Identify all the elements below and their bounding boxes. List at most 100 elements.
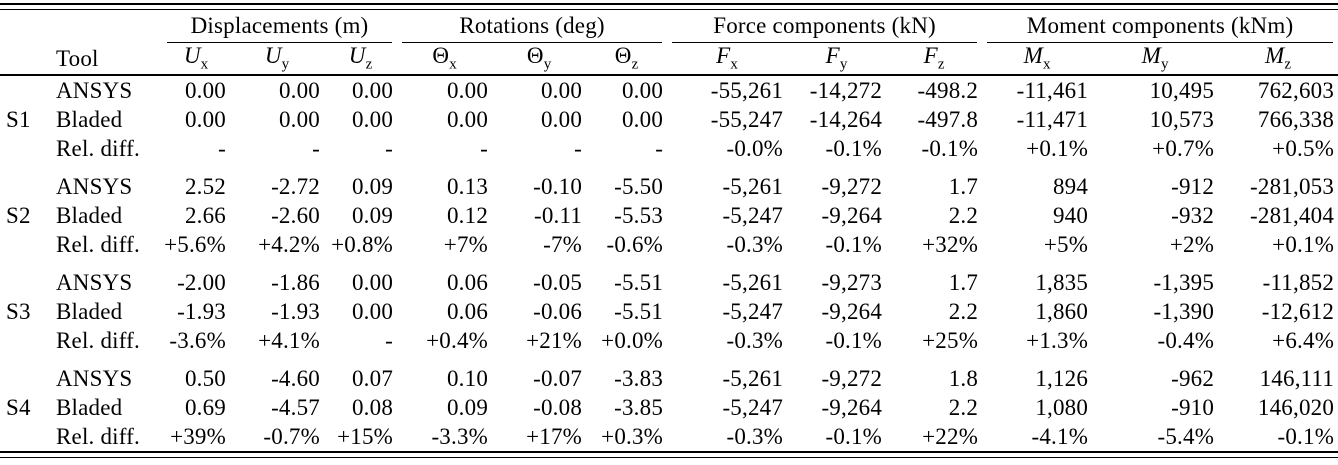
column-group-row: Displacements (m) Rotations (deg) Force co… (0, 10, 1338, 43)
value-cell: 0.12 (446, 202, 489, 228)
value-cell: +15% (337, 423, 394, 449)
value-cell: -12,612 (1261, 298, 1335, 324)
value-cell: 0.00 (540, 106, 583, 132)
value-cell: 0.00 (351, 106, 394, 132)
value-cell: 0.09 (446, 394, 489, 420)
column-symbol: F (825, 43, 840, 69)
value-cell: 2.2 (948, 202, 979, 228)
value-cell: -0.4% (1157, 327, 1215, 353)
tool-cell: ANSYS (56, 269, 133, 295)
table-row: Bladed -1.93 -1.93 0.00 0.06 -0.06 -5.51 -5,247… (0, 297, 1338, 326)
value-cell: -5,261 (722, 365, 784, 391)
value-cell: 1,835 (1035, 269, 1089, 295)
value-cell: -11,852 (1262, 269, 1335, 295)
value-cell: 940 (1052, 202, 1089, 228)
column-symbol: Θ (432, 43, 450, 69)
value-cell: -1.93 (177, 298, 226, 324)
column-header: Θx (397, 43, 493, 76)
value-cell: 766,338 (1257, 106, 1335, 132)
column-subscript: y (839, 56, 848, 73)
value-cell: -0.1% (825, 327, 883, 353)
value-cell: -0.0% (726, 135, 784, 161)
table-row: S2 ANSYS 2.52 -2.72 0.09 0.13 -0.10 -5.50 -5,261… (0, 172, 1338, 228)
value-cell: -7% (543, 231, 583, 257)
value-cell: 0.09 (351, 202, 394, 228)
column-symbol: U (348, 43, 366, 69)
tool-cell: Bladed (56, 202, 123, 228)
value-cell: -498.2 (917, 77, 979, 103)
value-cell: 2.66 (184, 202, 226, 228)
value-cell: -0.06 (533, 298, 583, 324)
value-cell: -5.51 (614, 298, 664, 324)
value-cell: -5.51 (614, 269, 664, 295)
column-header: Uz (324, 43, 398, 76)
value-cell: 0.00 (184, 77, 226, 103)
table-row: S4 ANSYS 0.50 -4.60 0.07 0.10 -0.07 -3.83 -5,261… (0, 364, 1338, 420)
tool-cell: Rel. diff. (56, 327, 140, 353)
column-symbol: U (264, 43, 282, 69)
value-cell: +6.4% (1272, 327, 1335, 353)
value-cell: -5,261 (722, 173, 784, 199)
tool-cell: Rel. diff. (56, 135, 140, 161)
column-group-header: Displacements (m) (162, 10, 397, 43)
table-row: S1 ANSYS 0.00 0.00 0.00 0.00 0.00 0.00 -55,261 -1… (0, 75, 1338, 132)
value-cell: +4.2% (258, 231, 320, 257)
value-cell: 10,495 (1149, 77, 1215, 103)
value-cell: 146,111 (1259, 365, 1335, 391)
tool-cell: Bladed (56, 106, 123, 132)
column-header-row: Tool Ux Uy Uz Θx Θy Θz Fx Fy Fz Mx My Mz (0, 43, 1338, 76)
column-subscript: x (1042, 56, 1051, 73)
block-gap-row (0, 163, 1338, 172)
value-cell: -5,247 (722, 298, 784, 324)
column-group-header: Moment components (kNm) (982, 10, 1338, 43)
value-cell: +39% (170, 423, 226, 449)
value-cell: 0.00 (351, 298, 394, 324)
value-cell: -2.00 (177, 269, 226, 295)
value-cell: -9,264 (821, 202, 883, 228)
column-group-label: Moment components (kNm) (987, 13, 1334, 43)
value-cell: - (385, 135, 394, 161)
value-cell: -9,272 (821, 173, 883, 199)
table-row: Rel. diff. +39% -0.7% +15% -3.3% +17% +0.3% -0.… (0, 422, 1338, 451)
value-cell: -1,395 (1153, 269, 1215, 295)
column-header: Fy (787, 43, 887, 76)
value-cell: -2.60 (271, 202, 320, 228)
value-cell: - (574, 135, 583, 161)
column-group-label: Rotations (deg) (402, 13, 663, 43)
column-symbol: Θ (614, 43, 632, 69)
value-cell: 762,603 (1257, 77, 1335, 103)
column-subscript: z (365, 56, 373, 73)
value-cell: -1,390 (1153, 298, 1215, 324)
value-cell: 0.08 (351, 394, 394, 420)
block-gap-cell (0, 259, 1338, 268)
tool-cell: ANSYS (56, 173, 133, 199)
value-cell: +21% (526, 327, 583, 353)
value-cell: -1.86 (271, 269, 320, 295)
column-header: Ux (162, 43, 230, 76)
tool-cell: Bladed (56, 298, 123, 324)
value-cell: +32% (922, 231, 979, 257)
value-cell: -0.10 (533, 173, 583, 199)
value-cell: -5.4% (1157, 423, 1215, 449)
value-cell: 0.00 (184, 106, 226, 132)
value-cell: 0.00 (278, 106, 320, 132)
value-cell: -0.1% (825, 423, 883, 449)
column-subscript: y (543, 56, 552, 73)
column-symbol: F (923, 43, 938, 69)
value-cell: -3.83 (614, 365, 664, 391)
column-header: Fz (886, 43, 983, 76)
case-label: S2 (6, 202, 31, 228)
column-symbol: M (1141, 43, 1161, 69)
value-cell: 2.52 (184, 173, 226, 199)
column-header: Mx (982, 43, 1093, 76)
value-cell: -0.6% (606, 231, 664, 257)
column-group-label: Force components (kN) (672, 13, 978, 43)
column-header: Fx (667, 43, 788, 76)
value-cell: 2.2 (948, 394, 979, 420)
value-cell: 0.00 (278, 77, 320, 103)
column-subscript: y (1160, 56, 1169, 73)
value-cell: +7% (443, 231, 489, 257)
value-cell: -4.57 (271, 394, 320, 420)
value-cell: -0.07 (533, 365, 583, 391)
value-cell: +1.3% (1026, 327, 1089, 353)
